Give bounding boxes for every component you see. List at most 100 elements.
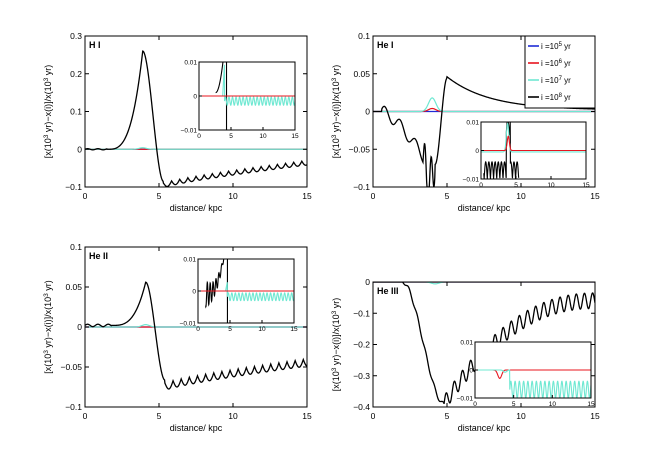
y-axis-label-part: yr) [43, 280, 53, 293]
inset-x-tick-label: 0 [196, 326, 200, 333]
panel-title: He II [89, 251, 108, 261]
x-tick-label: 0 [371, 191, 376, 201]
inset-y-tick-label: 0.01 [466, 120, 479, 127]
legend-label-exponent: 5 [559, 42, 563, 48]
legend-box [524, 35, 596, 109]
series-line-black [85, 281, 307, 390]
inset-y-tick-label: 0 [193, 94, 197, 101]
inset-plot: 0 5 10 150.010−0.01 [180, 257, 298, 334]
y-axis-label-part: yr)−x(i)]/x(10 [331, 314, 341, 367]
inset-x-tick-label: 5 [228, 326, 232, 333]
inset-series-line-cyan [475, 369, 591, 398]
inset-x-tick-label: 15 [290, 326, 298, 333]
y-axis-label: [x(103 yr)−x(i)]/x(103 yr) [43, 65, 54, 159]
inset-y-tick-label: 0 [475, 148, 479, 155]
x-tick-label: 0 [371, 411, 376, 421]
inset-series-group [481, 122, 586, 179]
panel-title: H I [89, 40, 101, 50]
inset-series-line-black [483, 122, 520, 179]
y-axis-label-part: yr)−x(i)]/x(10 [331, 81, 341, 134]
legend-label: i =107 yr [541, 76, 571, 85]
legend-label: i =106 yr [541, 59, 571, 68]
inset-y-tick-label: 0 [192, 289, 196, 296]
y-tick-label: 0 [77, 144, 82, 154]
x-tick-label: 5 [157, 191, 162, 201]
legend-label-suffix: yr [562, 93, 571, 102]
y-axis-label-part: [x(10 [43, 354, 53, 374]
inset-y-tick-label: 0.01 [460, 340, 473, 347]
legend-label-prefix: i =10 [541, 59, 559, 68]
inset-x-tick-label: 0 [197, 133, 201, 140]
y-axis-label: [x(103 yr)−x(i)]/x(103 yr) [331, 298, 342, 392]
inset-series-group [199, 62, 295, 130]
inset-x-tick-label: 5 [229, 133, 233, 140]
y-axis-label: [x(103 yr)−x(i)]/x(103 yr) [43, 280, 54, 374]
y-tick-label: −0.1 [65, 182, 82, 192]
legend-label-suffix: yr [562, 59, 571, 68]
x-tick-label: 15 [302, 411, 312, 421]
y-tick-label: 0.05 [65, 282, 82, 292]
inset-x-tick-label: 0 [473, 401, 477, 408]
y-tick-label: −0.2 [353, 340, 370, 350]
series-line-black [85, 50, 307, 187]
series-group [85, 281, 307, 390]
inset-plot: 0 5 10 150.010−0.01 [457, 340, 595, 409]
x-axis-label: distance/ kpc [170, 423, 223, 433]
y-axis-label-part: yr) [331, 65, 341, 78]
inset-series-line-red [481, 135, 586, 152]
y-axis-label-exponent: 3 [43, 350, 50, 354]
inset-plot: 0 5 10 150.010−0.01 [181, 60, 299, 141]
x-tick-label: 15 [590, 411, 600, 421]
x-tick-label: 5 [157, 411, 162, 421]
y-tick-label: 0.05 [353, 69, 370, 79]
y-tick-label: −0.1 [65, 402, 82, 412]
y-axis-label-part: [x(10 [331, 138, 341, 158]
y-tick-label: −0.3 [353, 371, 370, 381]
x-tick-label: 5 [445, 411, 450, 421]
y-tick-label: −0.4 [353, 402, 370, 412]
legend-label-prefix: i =10 [541, 76, 559, 85]
y-axis-label-part: yr)−x(i)]/x(10 [43, 297, 53, 350]
x-axis-label: distance/ kpc [458, 423, 511, 433]
legend-label: i =108 yr [541, 93, 571, 102]
inset-series-line-cyan [481, 122, 586, 153]
y-axis-label: [x(103 yr)−x(i)]/x(103 yr) [331, 65, 342, 159]
y-axis-label-exponent: 3 [43, 293, 50, 297]
inset-y-tick-label: −0.01 [457, 396, 474, 403]
legend-label-exponent: 6 [559, 59, 563, 65]
y-axis-label-exponent: 3 [331, 134, 338, 138]
x-axis-label: distance/ kpc [170, 203, 223, 213]
y-tick-label: −0.1 [353, 308, 370, 318]
inset-y-tick-label: −0.01 [180, 321, 197, 328]
inset-series-line-black [215, 62, 227, 94]
y-tick-label: 0.1 [70, 242, 82, 252]
y-axis-label-part: yr) [43, 65, 53, 78]
inset-x-tick-label: 10 [259, 133, 267, 140]
legend-label-suffix: yr [562, 76, 571, 85]
inset-y-tick-label: 0 [469, 368, 473, 375]
inset-series-group [475, 369, 591, 398]
y-tick-label: 0.1 [358, 31, 370, 41]
panel-title: He I [377, 40, 394, 50]
x-tick-label: 5 [445, 191, 450, 201]
inset-y-tick-label: 0.01 [184, 60, 197, 67]
legend-label-exponent: 7 [559, 76, 563, 82]
x-axis-label: distance/ kpc [458, 203, 511, 213]
y-axis-label-part: yr)−x(i)]/x(10 [43, 81, 53, 134]
y-tick-label: 0.1 [70, 107, 82, 117]
y-tick-label: 0 [365, 107, 370, 117]
legend-label-prefix: i =10 [541, 93, 559, 102]
y-axis-label-part: [x(10 [43, 138, 53, 158]
x-tick-label: 15 [590, 191, 600, 201]
legend: i =105 yri =106 yri =107 yri =108 yr [524, 35, 596, 109]
x-tick-label: 0 [83, 191, 88, 201]
y-tick-label: −0.1 [353, 182, 370, 192]
inset-x-tick-label: 15 [587, 401, 595, 408]
y-axis-label-exponent: 3 [331, 77, 338, 81]
y-tick-label: 0.2 [70, 69, 82, 79]
panel-2: 0 5 10 15 −0.1 −0.05 0 0.05 0.1 He I distance/ kpc… [331, 31, 600, 213]
x-tick-label: 0 [83, 411, 88, 421]
inset-x-tick-label: 5 [514, 182, 518, 189]
